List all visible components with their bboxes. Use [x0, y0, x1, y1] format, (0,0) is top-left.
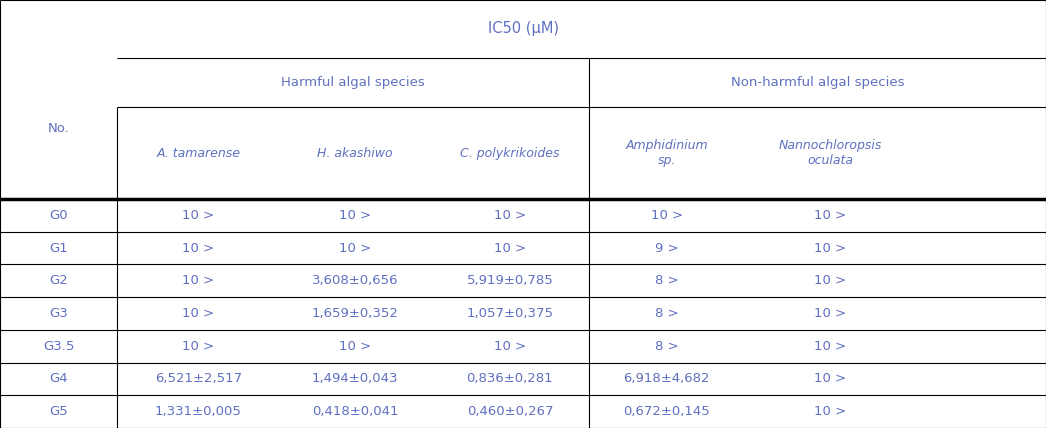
- Text: 10 >: 10 >: [814, 274, 846, 287]
- Text: 10 >: 10 >: [814, 307, 846, 320]
- Text: Harmful algal species: Harmful algal species: [281, 76, 425, 89]
- Text: C. polykrikoides: C. polykrikoides: [460, 146, 560, 160]
- Text: 10 >: 10 >: [182, 209, 214, 222]
- Text: 0,836±0,281: 0,836±0,281: [467, 372, 553, 386]
- Text: 10 >: 10 >: [182, 340, 214, 353]
- Text: 8 >: 8 >: [655, 274, 679, 287]
- Text: No.: No.: [48, 122, 69, 135]
- Text: 1,494±0,043: 1,494±0,043: [312, 372, 399, 386]
- Text: H. akashiwo: H. akashiwo: [317, 146, 393, 160]
- Text: 10 >: 10 >: [494, 241, 526, 255]
- Text: IC50 (μM): IC50 (μM): [487, 21, 559, 36]
- Text: 10 >: 10 >: [651, 209, 683, 222]
- Text: A. tamarense: A. tamarense: [156, 146, 241, 160]
- Text: G5: G5: [49, 405, 68, 418]
- Text: 0,460±0,267: 0,460±0,267: [467, 405, 553, 418]
- Text: 10 >: 10 >: [182, 241, 214, 255]
- Text: 10 >: 10 >: [494, 340, 526, 353]
- Text: Nannochloropsis
oculata: Nannochloropsis oculata: [778, 139, 882, 167]
- Text: G2: G2: [49, 274, 68, 287]
- Text: 9 >: 9 >: [655, 241, 679, 255]
- Text: 1,057±0,375: 1,057±0,375: [467, 307, 553, 320]
- Text: 10 >: 10 >: [182, 274, 214, 287]
- Text: 6,521±2,517: 6,521±2,517: [155, 372, 242, 386]
- Text: 10 >: 10 >: [182, 307, 214, 320]
- Text: 3,608±0,656: 3,608±0,656: [312, 274, 399, 287]
- Text: G3.5: G3.5: [43, 340, 74, 353]
- Text: G4: G4: [49, 372, 68, 386]
- Text: G1: G1: [49, 241, 68, 255]
- Text: Non-harmful algal species: Non-harmful algal species: [731, 76, 904, 89]
- Text: 10 >: 10 >: [339, 340, 371, 353]
- Text: 0,672±0,145: 0,672±0,145: [623, 405, 710, 418]
- Text: 10 >: 10 >: [494, 209, 526, 222]
- Text: 10 >: 10 >: [814, 372, 846, 386]
- Text: 10 >: 10 >: [814, 241, 846, 255]
- Text: 10 >: 10 >: [339, 209, 371, 222]
- Text: 5,919±0,785: 5,919±0,785: [467, 274, 553, 287]
- Text: 8 >: 8 >: [655, 340, 679, 353]
- Text: 6,918±4,682: 6,918±4,682: [623, 372, 710, 386]
- Text: G0: G0: [49, 209, 68, 222]
- Text: 1,331±0,005: 1,331±0,005: [155, 405, 242, 418]
- Text: Amphidinium
sp.: Amphidinium sp.: [626, 139, 708, 167]
- Text: 10 >: 10 >: [814, 340, 846, 353]
- Text: 1,659±0,352: 1,659±0,352: [312, 307, 399, 320]
- Text: 10 >: 10 >: [814, 209, 846, 222]
- Text: 10 >: 10 >: [814, 405, 846, 418]
- Text: G3: G3: [49, 307, 68, 320]
- Text: 0,418±0,041: 0,418±0,041: [312, 405, 399, 418]
- Text: 10 >: 10 >: [339, 241, 371, 255]
- Text: 8 >: 8 >: [655, 307, 679, 320]
